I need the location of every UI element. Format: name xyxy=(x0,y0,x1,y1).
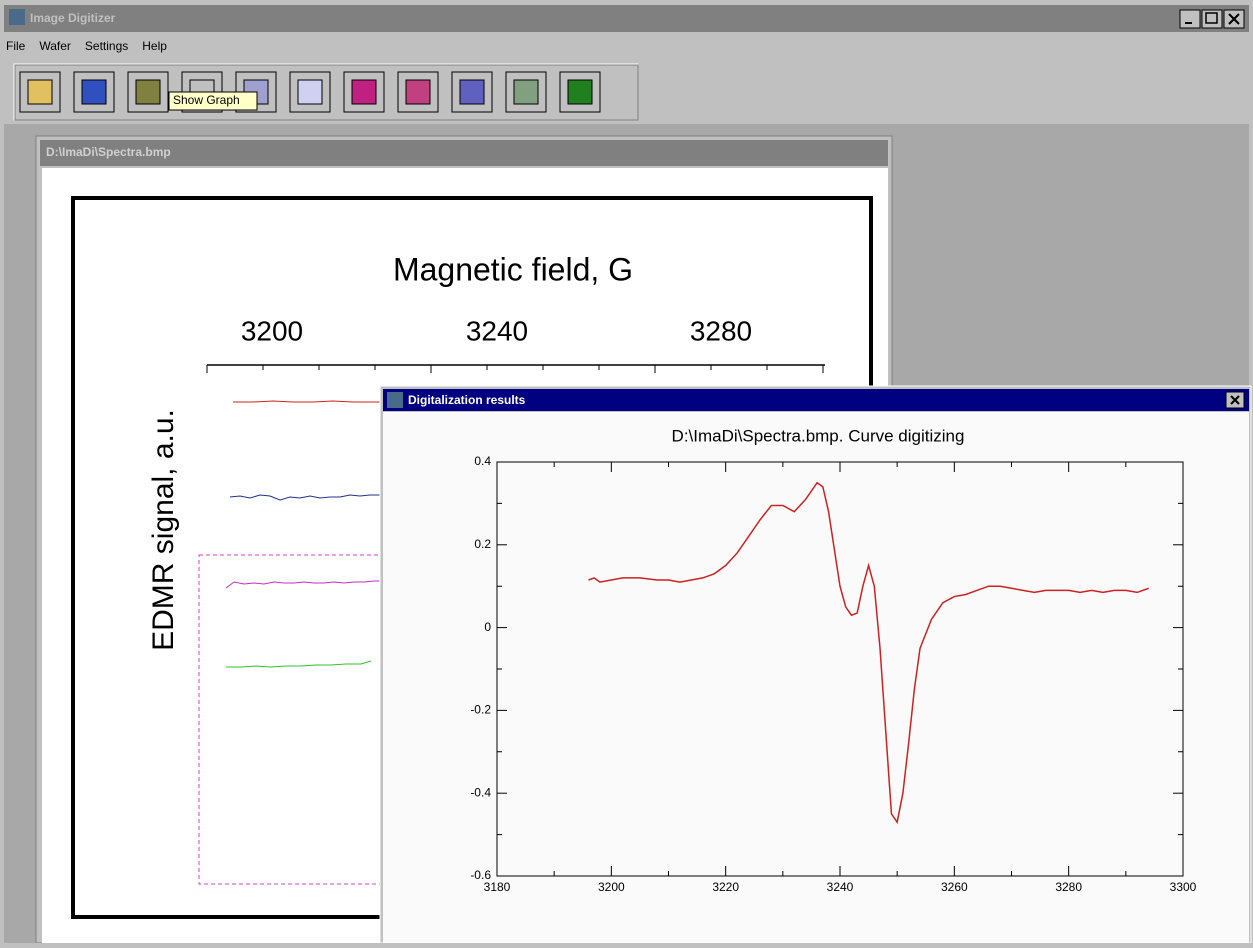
menu-item[interactable]: File xyxy=(6,39,26,53)
desktop: Image Digitizer File Wafer Settings Help D:… xyxy=(0,0,1253,943)
image-y-label: EDMR signal, a.u. xyxy=(147,409,180,651)
title-bar xyxy=(4,5,1249,32)
toolbar-icon xyxy=(352,80,376,104)
image-x-label: Magnetic field, G xyxy=(393,251,633,287)
x-tick-label: 3200 xyxy=(598,880,625,894)
minimize-button[interactable] xyxy=(1180,10,1200,28)
x-tick-label: 3260 xyxy=(941,880,968,894)
results-title: Digitalization results xyxy=(408,393,526,407)
toolbar-icon xyxy=(406,80,430,104)
toolbar-icon xyxy=(460,80,484,104)
x-tick-label: 3300 xyxy=(1170,880,1197,894)
image-tick-label: 3200 xyxy=(241,315,303,346)
menu-item[interactable]: Wafer xyxy=(39,39,71,53)
y-tick-label: 0 xyxy=(484,620,491,634)
toolbar-icon xyxy=(514,80,538,104)
y-tick-label: 0.4 xyxy=(474,454,491,468)
x-tick-label: 3240 xyxy=(827,880,854,894)
y-tick-label: -0.4 xyxy=(470,785,491,799)
x-tick-label: 3280 xyxy=(1055,880,1082,894)
toolbar-buttons xyxy=(20,72,600,112)
toolbar-icon xyxy=(136,80,160,104)
y-tick-label: 0.2 xyxy=(474,537,491,551)
toolbar-icon xyxy=(28,80,52,104)
chart-title: D:\ImaDi\Spectra.bmp. Curve digitizing xyxy=(672,426,965,445)
toolbar-icon xyxy=(82,80,106,104)
toolbar-icon xyxy=(298,80,322,104)
results-icon xyxy=(387,392,403,408)
window-title: Image Digitizer xyxy=(30,11,116,25)
results-canvas xyxy=(383,412,1249,943)
x-tick-label: 3220 xyxy=(712,880,739,894)
menu-item[interactable]: Settings xyxy=(85,39,128,53)
image-window-title: D:\ImaDi\Spectra.bmp xyxy=(46,145,171,159)
menu-item[interactable]: Help xyxy=(142,39,167,53)
app-icon xyxy=(9,9,25,25)
window-controls xyxy=(1180,10,1244,28)
image-tick-label: 3280 xyxy=(690,315,752,346)
image-tick-label: 3240 xyxy=(466,315,528,346)
x-tick-label: 3180 xyxy=(484,880,511,894)
screen: Image Digitizer File Wafer Settings Help D:… xyxy=(0,0,1253,943)
y-tick-label: -0.6 xyxy=(470,868,491,882)
y-tick-label: -0.2 xyxy=(470,703,491,717)
toolbar-icon xyxy=(568,80,592,104)
tooltip-text: Show Graph xyxy=(173,93,240,107)
